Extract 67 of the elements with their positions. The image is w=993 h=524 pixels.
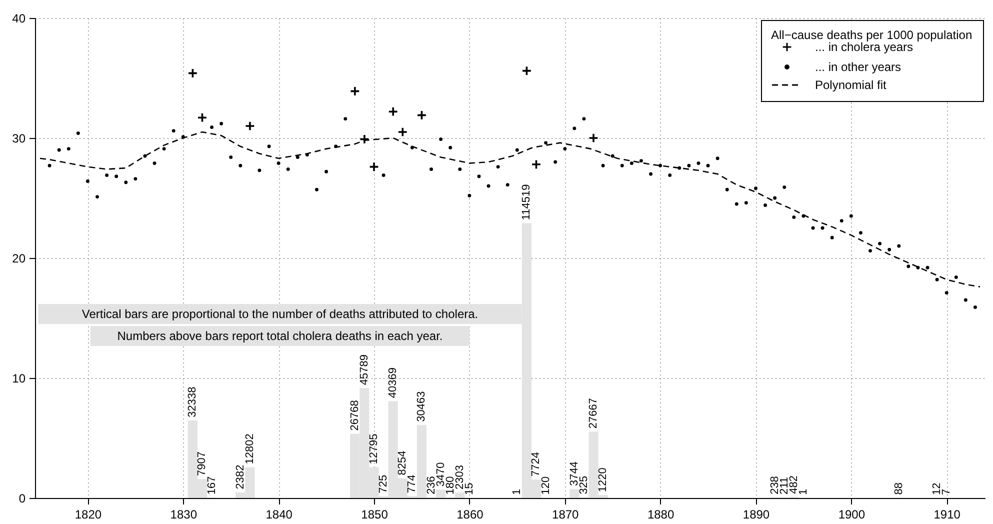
data-label: 15: [463, 482, 476, 495]
data-label: 774: [406, 474, 418, 494]
data-label: 1: [797, 488, 810, 495]
annotation: Vertical bars are proportional to the number of deaths attributed to cholera.: [82, 307, 478, 321]
line-series: [39, 131, 981, 288]
x-tick-label: 1890: [742, 508, 770, 522]
data-label: 26768: [348, 400, 361, 431]
data-label: 30463: [416, 391, 428, 422]
data-label: 3470: [434, 462, 447, 487]
point: [588, 132, 599, 144]
x-tick-label: 1820: [74, 508, 102, 522]
y-tick-label: 20: [12, 252, 26, 266]
point: [368, 162, 380, 172]
data-label: 114519: [520, 184, 533, 220]
x-tick-label: 1910: [934, 508, 961, 522]
data-label: 236: [425, 476, 438, 494]
data-label: 167: [206, 476, 218, 495]
data-label: 325: [578, 476, 590, 494]
x-tick-label: 1880: [647, 508, 674, 522]
x-tick-label: 1870: [552, 508, 580, 522]
legend-label: Polynomial fit: [815, 78, 888, 92]
data-label: 32338: [186, 386, 199, 418]
y-tick-label: 40: [12, 12, 26, 26]
data-label: 12795: [368, 434, 380, 464]
annotation: Numbers above bars report total cholera deaths in each year.: [117, 329, 443, 343]
data-label: 180: [444, 476, 456, 495]
y-tick-label: 30: [12, 132, 26, 146]
point: [398, 126, 408, 138]
point: [522, 66, 532, 76]
point: [350, 86, 360, 96]
y-tick-label: 10: [12, 372, 26, 386]
data-label: 45789: [358, 354, 370, 386]
data-label: 88: [892, 482, 905, 495]
point: [531, 159, 542, 170]
data-label: 7907: [196, 452, 208, 476]
data-label: 2382: [234, 464, 246, 490]
data-label: 7: [940, 488, 953, 495]
x-tick-label: 1850: [361, 508, 388, 522]
x-tick-label: 1860: [456, 508, 484, 522]
data-label: 8254: [396, 450, 409, 476]
data-label: 27667: [588, 398, 600, 429]
legend-label: ... in other years: [815, 60, 902, 74]
data-label: 12802: [244, 434, 256, 464]
legend-label: ... in cholera years: [815, 40, 914, 54]
data-label: 2303: [454, 464, 466, 490]
point: [197, 112, 208, 123]
point: [388, 106, 398, 117]
x-tick-label: 1840: [266, 508, 293, 522]
x-tick-label: 1900: [838, 508, 866, 522]
data-label: 482: [788, 475, 800, 494]
y-tick-label: 0: [18, 492, 26, 506]
data-label: 1: [511, 488, 524, 495]
data-label: 238: [768, 476, 781, 494]
point: [244, 120, 256, 132]
data-label: 1220: [597, 468, 610, 492]
data-label: 7724: [530, 452, 542, 476]
data-label: 725: [378, 474, 390, 494]
data-label: 40369: [387, 368, 400, 398]
point: [416, 110, 427, 120]
data-label: 120: [540, 476, 552, 495]
data-label: 12: [931, 482, 944, 495]
x-tick-label: 1830: [170, 508, 198, 522]
data-label: 211: [778, 476, 790, 494]
point: [359, 134, 370, 144]
point: [188, 68, 198, 78]
data-label: 3744: [568, 462, 580, 486]
legend-title: All−cause deaths per 1000 population: [771, 28, 972, 42]
